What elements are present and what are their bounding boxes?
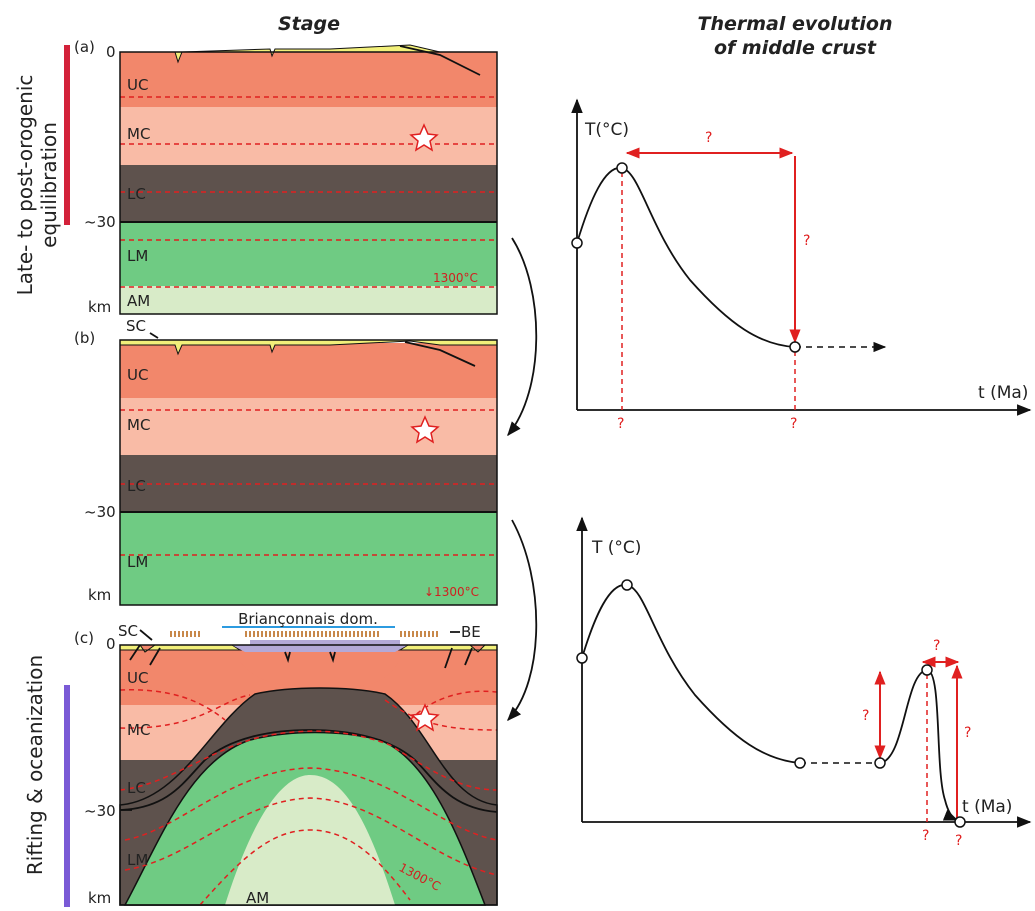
panel-label: (c) <box>74 629 94 647</box>
panel-label: (b) <box>74 329 95 347</box>
unknown: ? <box>790 416 797 432</box>
panel-b <box>119 332 498 606</box>
header: of middle crust <box>714 37 877 59</box>
depth-label: km <box>88 298 111 316</box>
suture-label: SC <box>126 317 146 335</box>
unknown: ? <box>922 828 929 844</box>
stage-arrow <box>507 237 538 437</box>
axis-label: T(°C) <box>584 120 629 140</box>
layer-label: LC <box>127 779 146 797</box>
layer-label: UC <box>127 669 148 687</box>
layer-label: LM <box>127 851 148 869</box>
isotherm-label: ↓1300°C <box>424 585 479 599</box>
unknown: ? <box>955 833 962 849</box>
phase-label: Late- to post-orogenic <box>13 75 37 296</box>
panel-a <box>119 44 498 315</box>
layer-label: AM <box>246 889 269 907</box>
layer-label: AM <box>127 292 150 310</box>
stage-arrow <box>507 519 538 722</box>
layer-label: MC <box>127 125 150 143</box>
axis-label: t (Ma) <box>978 383 1028 403</box>
phase-label: Rifting & oceanization <box>23 655 47 875</box>
layer-label: LM <box>127 247 148 265</box>
axis-label: t (Ma) <box>962 797 1012 817</box>
panel-label: (a) <box>74 38 95 56</box>
unknown: ? <box>933 638 940 654</box>
unknown: ? <box>617 416 624 432</box>
depth-label: km <box>88 889 111 907</box>
depth-label: ~30 <box>84 213 116 231</box>
margin-label: BE <box>461 623 481 641</box>
depth-label: ~30 <box>84 503 116 521</box>
graph-1 <box>571 98 1032 416</box>
domain-label: Briançonnais dom. <box>238 610 378 628</box>
layer-label: LM <box>127 553 148 571</box>
layer-label: LC <box>127 477 146 495</box>
isotherm-label: 1300°C <box>433 271 478 285</box>
depth-label: ~30 <box>84 802 116 820</box>
axis-label: T (°C) <box>591 538 641 558</box>
depth-label: 0 <box>106 43 116 61</box>
layer-label: MC <box>127 721 150 739</box>
header: Thermal evolution <box>697 13 892 35</box>
layer-label: LC <box>127 185 146 203</box>
layer-label: MC <box>127 416 150 434</box>
layer-label: UC <box>127 76 148 94</box>
phase-bar <box>64 45 70 907</box>
unknown: ? <box>862 708 869 724</box>
depth-label: km <box>88 586 111 604</box>
unknown: ? <box>803 233 810 249</box>
header: Stage <box>278 13 340 35</box>
graph-2 <box>576 516 1032 828</box>
suture-label: SC <box>118 622 138 640</box>
layer-label: UC <box>127 366 148 384</box>
unknown: ? <box>964 725 971 741</box>
panel-c <box>119 626 498 906</box>
depth-label: 0 <box>106 635 116 653</box>
phase-label: equilibration <box>37 122 61 248</box>
unknown: ? <box>705 130 712 146</box>
